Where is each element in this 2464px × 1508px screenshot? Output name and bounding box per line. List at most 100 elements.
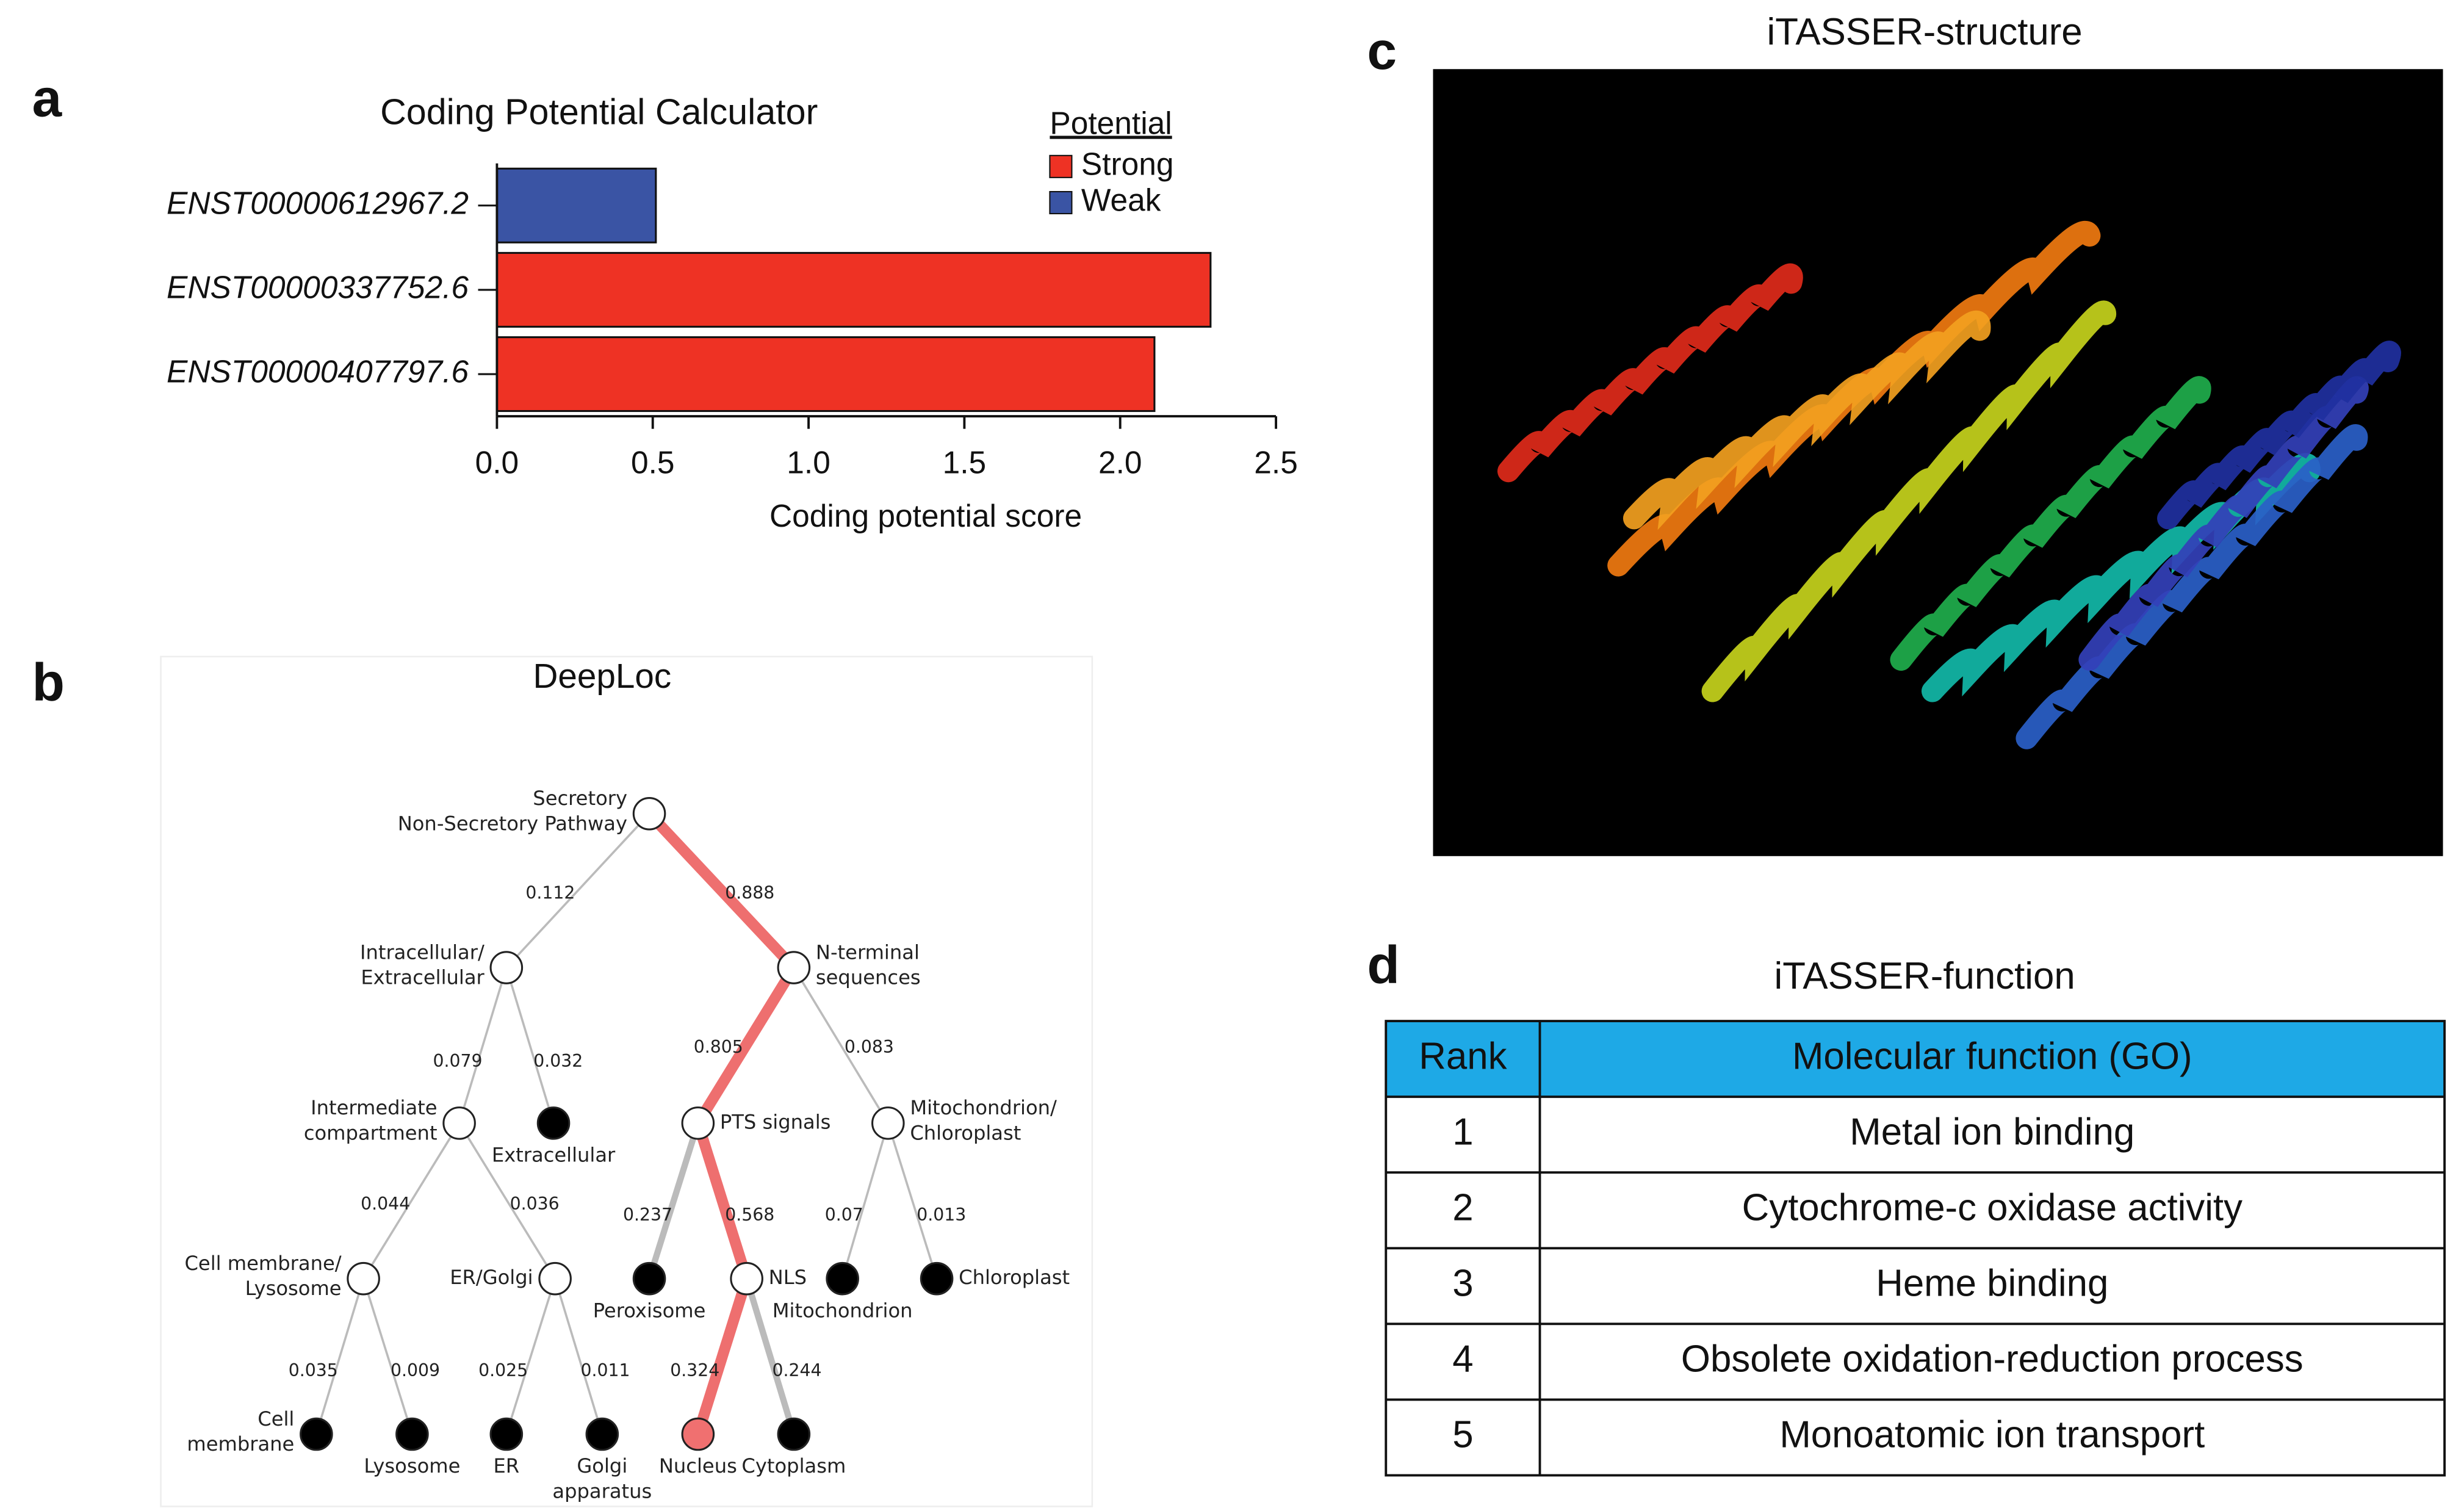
legend-title: Potential bbox=[1050, 106, 1172, 141]
tree-node bbox=[538, 1261, 572, 1296]
panel-label: b bbox=[32, 652, 64, 712]
node-label: Cell membrane/ bbox=[184, 1252, 341, 1275]
node-label: Lysosome bbox=[364, 1454, 460, 1477]
node-label: Extracellular bbox=[492, 1143, 616, 1166]
panel-label: d bbox=[1367, 935, 1399, 995]
node-label: Lysosome bbox=[245, 1277, 342, 1300]
x-tick-label: 0.0 bbox=[475, 444, 519, 480]
table-cell: Metal ion binding bbox=[1850, 1111, 2134, 1153]
tree-node bbox=[536, 1106, 571, 1140]
node-label: ER bbox=[493, 1454, 519, 1477]
table-header-cell: Rank bbox=[1419, 1035, 1507, 1077]
tree-edge bbox=[887, 1122, 938, 1279]
structure-title: iTASSER-structure bbox=[1767, 11, 2083, 53]
edge-probability: 0.888 bbox=[725, 883, 774, 903]
edge-probability: 0.083 bbox=[845, 1037, 894, 1057]
tree-edge bbox=[315, 1278, 365, 1435]
tree-edge bbox=[505, 967, 555, 1124]
bar bbox=[495, 336, 1156, 413]
legend-label: Weak bbox=[1081, 182, 1161, 218]
node-label: Chloroplast bbox=[959, 1266, 1070, 1289]
tree-edge bbox=[362, 1122, 461, 1280]
tree-node bbox=[585, 1417, 619, 1451]
tree-edge bbox=[362, 1278, 414, 1435]
tree-node bbox=[681, 1106, 715, 1140]
node-label: sequences bbox=[816, 966, 921, 989]
panel-label: c bbox=[1367, 21, 1397, 81]
edge-probability: 0.237 bbox=[623, 1205, 672, 1225]
x-tick-label: 2.5 bbox=[1254, 444, 1298, 480]
x-tick-label: 1.0 bbox=[787, 444, 830, 480]
node-label: Intracellular/ bbox=[360, 940, 485, 964]
y-tick-label: ENST00000407797.6 bbox=[167, 354, 469, 389]
table-cell: 2 bbox=[1452, 1187, 1473, 1229]
edge-probability: 0.011 bbox=[580, 1360, 630, 1380]
node-label: Nucleus bbox=[659, 1454, 737, 1477]
node-label: Secretory bbox=[533, 787, 627, 810]
tree-node bbox=[489, 1417, 524, 1451]
table-header-cell: Molecular function (GO) bbox=[1792, 1035, 2192, 1077]
helix bbox=[1497, 264, 1803, 483]
node-label: Chloroplast bbox=[910, 1121, 1021, 1144]
table-header-bg bbox=[1386, 1021, 2445, 1097]
edge-probability: 0.035 bbox=[289, 1360, 338, 1380]
edge-probability: 0.044 bbox=[361, 1194, 410, 1214]
tree-edge bbox=[693, 964, 799, 1127]
tree-edge bbox=[841, 1122, 890, 1279]
tree-edge bbox=[553, 1278, 603, 1435]
node-label: Peroxisome bbox=[593, 1299, 706, 1322]
tree-node bbox=[871, 1106, 905, 1140]
tree-node bbox=[777, 1417, 811, 1451]
legend-swatch bbox=[1049, 190, 1073, 215]
tree-node bbox=[920, 1261, 954, 1296]
tree-node bbox=[826, 1261, 859, 1296]
edge-probability: 0.568 bbox=[725, 1205, 774, 1225]
edge-probability: 0.07 bbox=[825, 1205, 863, 1225]
tree-edge bbox=[693, 1277, 752, 1436]
table-cell: 3 bbox=[1452, 1263, 1473, 1305]
node-label: apparatus bbox=[552, 1479, 652, 1503]
function-table: Rank Molecular function (GO) 1 Metal ion bi… bbox=[1385, 1020, 2446, 1477]
table-cell: 5 bbox=[1452, 1414, 1473, 1456]
protein-ribbon bbox=[1497, 221, 2401, 749]
edge-probability: 0.036 bbox=[510, 1194, 560, 1214]
bar-chart: Coding Potential Calculator ENST000006129… bbox=[167, 92, 1298, 533]
table-cell: Obsolete oxidation-reduction process bbox=[1681, 1338, 2304, 1380]
node-label: Golgi bbox=[577, 1454, 627, 1477]
tree-node bbox=[681, 1417, 715, 1451]
x-axis-label: Coding potential score bbox=[769, 498, 1082, 533]
table-cell: 1 bbox=[1452, 1111, 1473, 1153]
y-tick-label: ENST00000337752.6 bbox=[167, 269, 469, 305]
tree-edge bbox=[458, 1122, 557, 1280]
tree-node bbox=[632, 1261, 666, 1296]
tree-edge bbox=[458, 967, 508, 1124]
y-tick-label: ENST00000612967.2 bbox=[167, 185, 469, 220]
helix bbox=[1623, 311, 1991, 530]
tree-node bbox=[395, 1417, 429, 1451]
table-cell: Heme binding bbox=[1876, 1263, 2108, 1305]
chart-title: Coding Potential Calculator bbox=[380, 92, 818, 132]
tree-edge bbox=[505, 813, 650, 969]
deeploc-title: DeepLoc bbox=[533, 657, 672, 695]
node-label: Mitochondrion/ bbox=[910, 1096, 1057, 1119]
tree-node bbox=[489, 951, 524, 984]
x-tick-label: 0.5 bbox=[631, 444, 675, 480]
tree-edge bbox=[505, 1278, 557, 1435]
table-cell: 4 bbox=[1452, 1338, 1473, 1380]
table-title: iTASSER-function bbox=[1774, 955, 2075, 997]
node-label: Non-Secretory Pathway bbox=[398, 812, 627, 835]
edge-probability: 0.324 bbox=[670, 1360, 719, 1380]
node-label: Cell bbox=[258, 1407, 294, 1430]
edge-probability: 0.112 bbox=[525, 883, 575, 903]
panel-label: a bbox=[32, 68, 62, 128]
node-label: membrane bbox=[187, 1432, 294, 1456]
tree-edge bbox=[793, 967, 889, 1124]
tree-node bbox=[777, 951, 811, 984]
legend-label: Strong bbox=[1081, 146, 1174, 181]
table-cell: Cytochrome-c oxidase activity bbox=[1742, 1187, 2243, 1229]
tree-node bbox=[442, 1106, 476, 1140]
tree-node bbox=[347, 1261, 380, 1296]
node-label: Mitochondrion bbox=[773, 1299, 913, 1322]
